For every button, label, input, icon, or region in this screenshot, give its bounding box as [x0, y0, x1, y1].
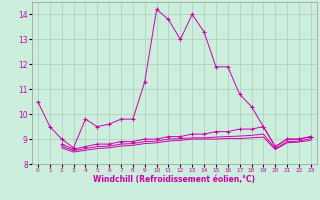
X-axis label: Windchill (Refroidissement éolien,°C): Windchill (Refroidissement éolien,°C) — [93, 175, 255, 184]
